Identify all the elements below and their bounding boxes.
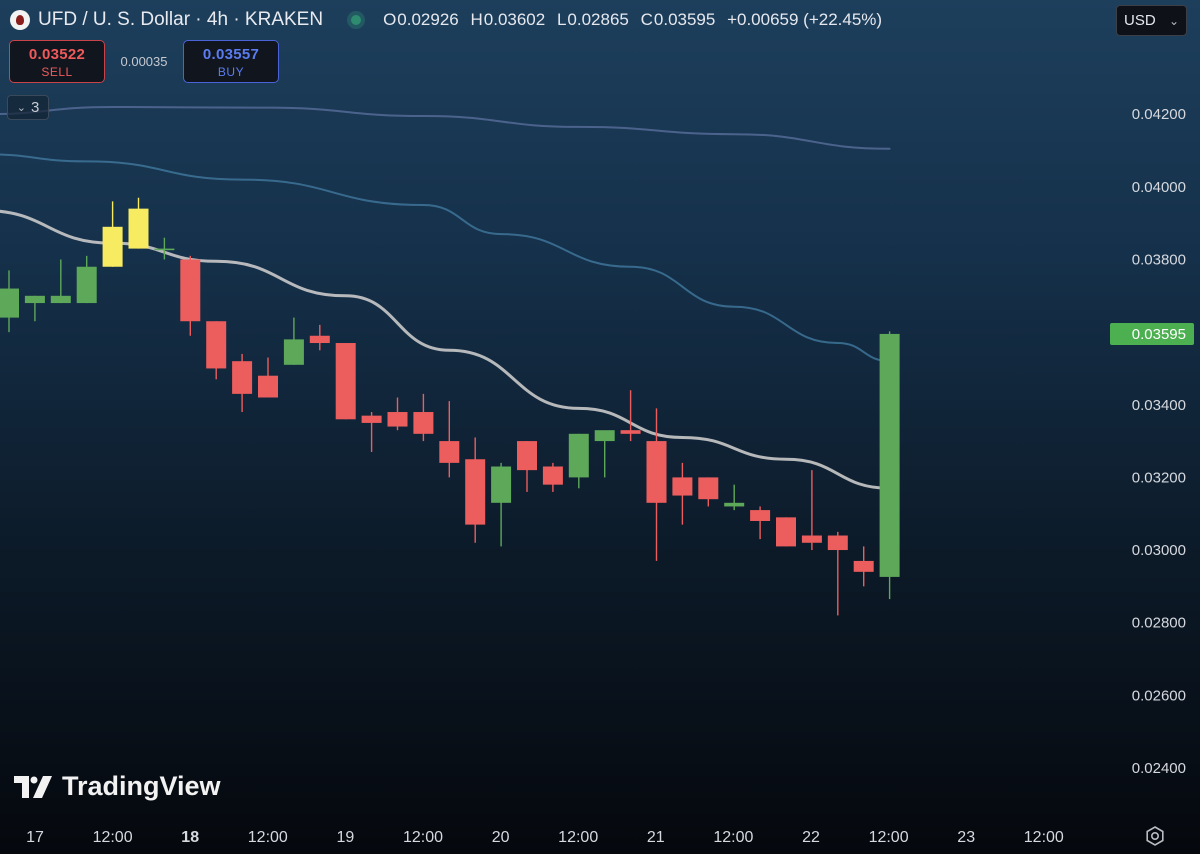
y-axis-tick-label: 0.02800: [1132, 615, 1186, 632]
x-axis-tick-label: 12:00: [93, 829, 133, 846]
y-axis-tick-label: 0.04200: [1132, 106, 1186, 123]
candle-body-up: [50, 295, 71, 304]
y-axis-tick-label: 0.03200: [1132, 469, 1186, 486]
candle-body-down: [620, 430, 641, 434]
moving-average-line: [0, 153, 891, 363]
candle-body-down: [827, 535, 848, 551]
candle-body-down: [439, 441, 460, 463]
candle-body-down: [232, 361, 253, 394]
candle-body-down: [206, 321, 227, 369]
candle-body-down: [387, 412, 408, 427]
ufd-logo-icon: [10, 10, 30, 30]
candle-body-up: [283, 339, 304, 365]
candle-body-down: [413, 412, 434, 434]
candle-body-up: [568, 433, 589, 478]
indicators-count: 3: [30, 99, 40, 116]
x-axis-tick-label: 22: [802, 829, 820, 846]
x-axis-tick-label: 19: [337, 829, 355, 846]
last-price-label: 0.03595: [1132, 326, 1186, 343]
ohlc-low: 0.02865: [567, 10, 629, 29]
y-axis-tick-label: 0.04000: [1132, 179, 1186, 196]
ohlc-high: 0.03602: [483, 10, 546, 29]
candle-body-up: [0, 288, 19, 318]
y-axis-tick-label: 0.03400: [1132, 397, 1186, 414]
chevron-down-icon: ⌄: [1168, 13, 1179, 28]
candle-body-down: [335, 343, 356, 420]
tradingview-logo: TradingView: [14, 771, 221, 802]
candle-body-down: [180, 259, 201, 322]
y-axis-tick-label: 0.03800: [1132, 251, 1186, 268]
candle-body-up: [724, 502, 745, 507]
symbol-title[interactable]: UFD / U. S. Dollar · 4h · KRAKEN: [38, 9, 324, 30]
candle-body-down: [698, 477, 719, 500]
ohlc-close: 0.03595: [653, 10, 716, 29]
candle-body-down: [672, 477, 693, 496]
chevron-down-icon: ⌄: [16, 102, 26, 114]
candle-body-down: [853, 560, 874, 572]
candle-body-up: [76, 266, 97, 304]
ohlc-close-label: C: [640, 10, 653, 29]
currency-select[interactable]: USD ⌄: [1116, 5, 1187, 36]
buy-price: 0.03557: [202, 46, 260, 63]
y-axis-tick-label: 0.02600: [1132, 687, 1186, 704]
moving-average-line: [0, 105, 891, 150]
sell-button[interactable]: 0.03522 SELL: [9, 40, 105, 83]
x-axis-tick-label: 17: [26, 829, 44, 846]
candle-body-down: [776, 517, 796, 547]
candle-body-down: [361, 415, 382, 423]
candle-body-up: [594, 430, 615, 442]
settings-gear-icon[interactable]: [1145, 826, 1165, 846]
symbol-header: UFD / U. S. Dollar · 4h · KRAKEN O0.0292…: [10, 8, 882, 32]
candle-body-down: [750, 510, 771, 521]
ohlc-change: +0.00659 (+22.45%): [727, 10, 883, 29]
sell-label: SELL: [41, 65, 73, 79]
ohlc-high-label: H: [470, 10, 483, 29]
x-axis-tick-label: 12:00: [403, 829, 443, 846]
x-axis-tick-label: 12:00: [248, 829, 288, 846]
candle-body-up: [128, 208, 149, 249]
buy-label: BUY: [217, 65, 245, 79]
candle-body-up: [879, 333, 900, 577]
x-axis-tick-label: 20: [492, 829, 510, 846]
sell-price: 0.03522: [28, 46, 86, 63]
market-status-dot-icon: [351, 15, 362, 25]
candle-body-down: [258, 375, 278, 398]
indicators-toggle[interactable]: ⌄ 3: [7, 95, 49, 120]
ohlc-readout: O0.02926 H0.03602 L0.02865 C0.03595 +0.0…: [383, 10, 882, 30]
ohlc-open-label: O: [383, 10, 397, 29]
x-axis-tick-label: 12:00: [1024, 829, 1064, 846]
x-axis-tick-label: 23: [957, 829, 975, 846]
buy-button[interactable]: 0.03557 BUY: [183, 40, 279, 83]
tradingview-mark-icon: [14, 775, 52, 798]
y-axis-tick-label: 0.02400: [1132, 760, 1186, 777]
candle-body-down: [646, 441, 667, 503]
x-axis-tick-label: 12:00: [869, 829, 909, 846]
ohlc-open: 0.02926: [397, 10, 459, 29]
candle-body-down: [517, 441, 537, 471]
spread-value: 0.00035: [120, 54, 168, 69]
currency-value: USD: [1124, 12, 1156, 29]
candle-body-down: [465, 459, 486, 525]
candle-body-up: [491, 466, 512, 503]
candle-body-down: [309, 335, 330, 344]
candle-body-up: [102, 226, 123, 267]
x-axis-tick-label: 21: [647, 829, 665, 846]
y-axis-tick-label: 0.03000: [1132, 542, 1186, 559]
x-axis-tick-label: 12:00: [558, 829, 598, 846]
candle-body-up: [24, 295, 45, 304]
tradingview-name: TradingView: [62, 771, 221, 801]
last-price-tag: [1110, 322, 1194, 345]
x-axis-tick-label: 18: [181, 829, 199, 846]
trade-panel: 0.03522 SELL 0.00035 0.03557 BUY: [9, 40, 279, 83]
candle-body-up: [154, 248, 175, 251]
candle-body-down: [542, 466, 563, 485]
ohlc-low-label: L: [556, 10, 567, 29]
x-axis-tick-label: 12:00: [713, 829, 753, 846]
candle-body-down: [801, 535, 822, 543]
